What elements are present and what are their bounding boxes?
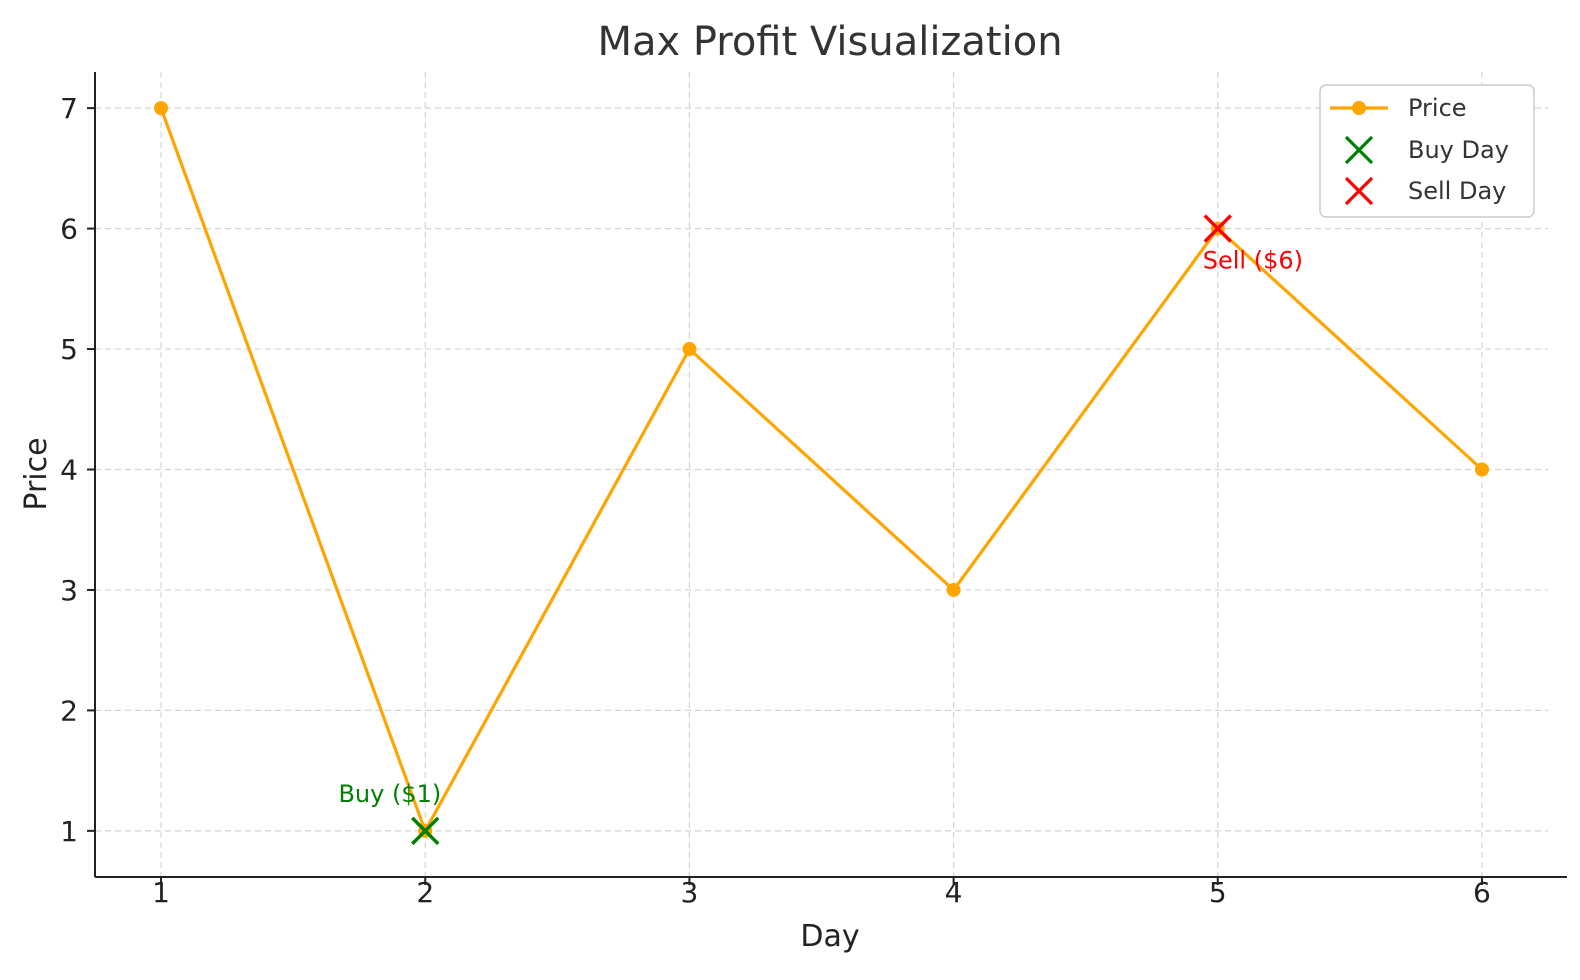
x-tick-label: 4 xyxy=(945,876,963,909)
y-tick-label: 5 xyxy=(60,333,78,366)
sell-day-marker xyxy=(1203,214,1232,243)
legend-box xyxy=(1319,84,1535,218)
y-tick-label: 2 xyxy=(60,694,78,727)
x-tick-label: 6 xyxy=(1473,876,1491,909)
y-tick-label: 3 xyxy=(60,574,78,607)
chart-title: Max Profit Visualization xyxy=(597,19,1062,65)
legend-price-label: Price xyxy=(1408,94,1467,122)
y-tick-label: 1 xyxy=(60,815,78,848)
legend-sell-label: Sell Day xyxy=(1408,177,1506,205)
x-tick-label: 2 xyxy=(416,876,434,909)
price-point xyxy=(946,582,961,597)
legend: Price Buy Day Sell Day xyxy=(1319,84,1535,218)
y-tick-label: 6 xyxy=(60,213,78,246)
x-tick-label: 5 xyxy=(1209,876,1227,909)
axis-ticks: 1 2 3 4 5 6 1 2 3 4 5 6 7 xyxy=(60,92,1491,909)
x-axis-label: Day xyxy=(800,919,859,954)
buy-day-marker xyxy=(411,816,440,846)
legend-sell-marker xyxy=(1344,176,1374,206)
sell-annotation: Sell ($6) xyxy=(1203,247,1303,275)
legend-buy-label: Buy Day xyxy=(1408,136,1509,164)
price-series-line xyxy=(159,107,1484,833)
legend-buy-marker xyxy=(1344,135,1374,165)
price-point xyxy=(682,342,697,357)
buy-annotation: Buy ($1) xyxy=(338,780,441,808)
legend-price-marker xyxy=(1352,101,1366,115)
buy-sell-markers xyxy=(411,214,1232,846)
y-tick-label: 4 xyxy=(60,454,78,487)
price-point xyxy=(154,101,169,116)
y-tick-label: 7 xyxy=(60,92,78,125)
x-tick-label: 1 xyxy=(152,876,170,909)
price-point xyxy=(1474,462,1489,477)
x-tick-label: 3 xyxy=(680,876,698,909)
y-axis-label: Price xyxy=(19,437,54,510)
